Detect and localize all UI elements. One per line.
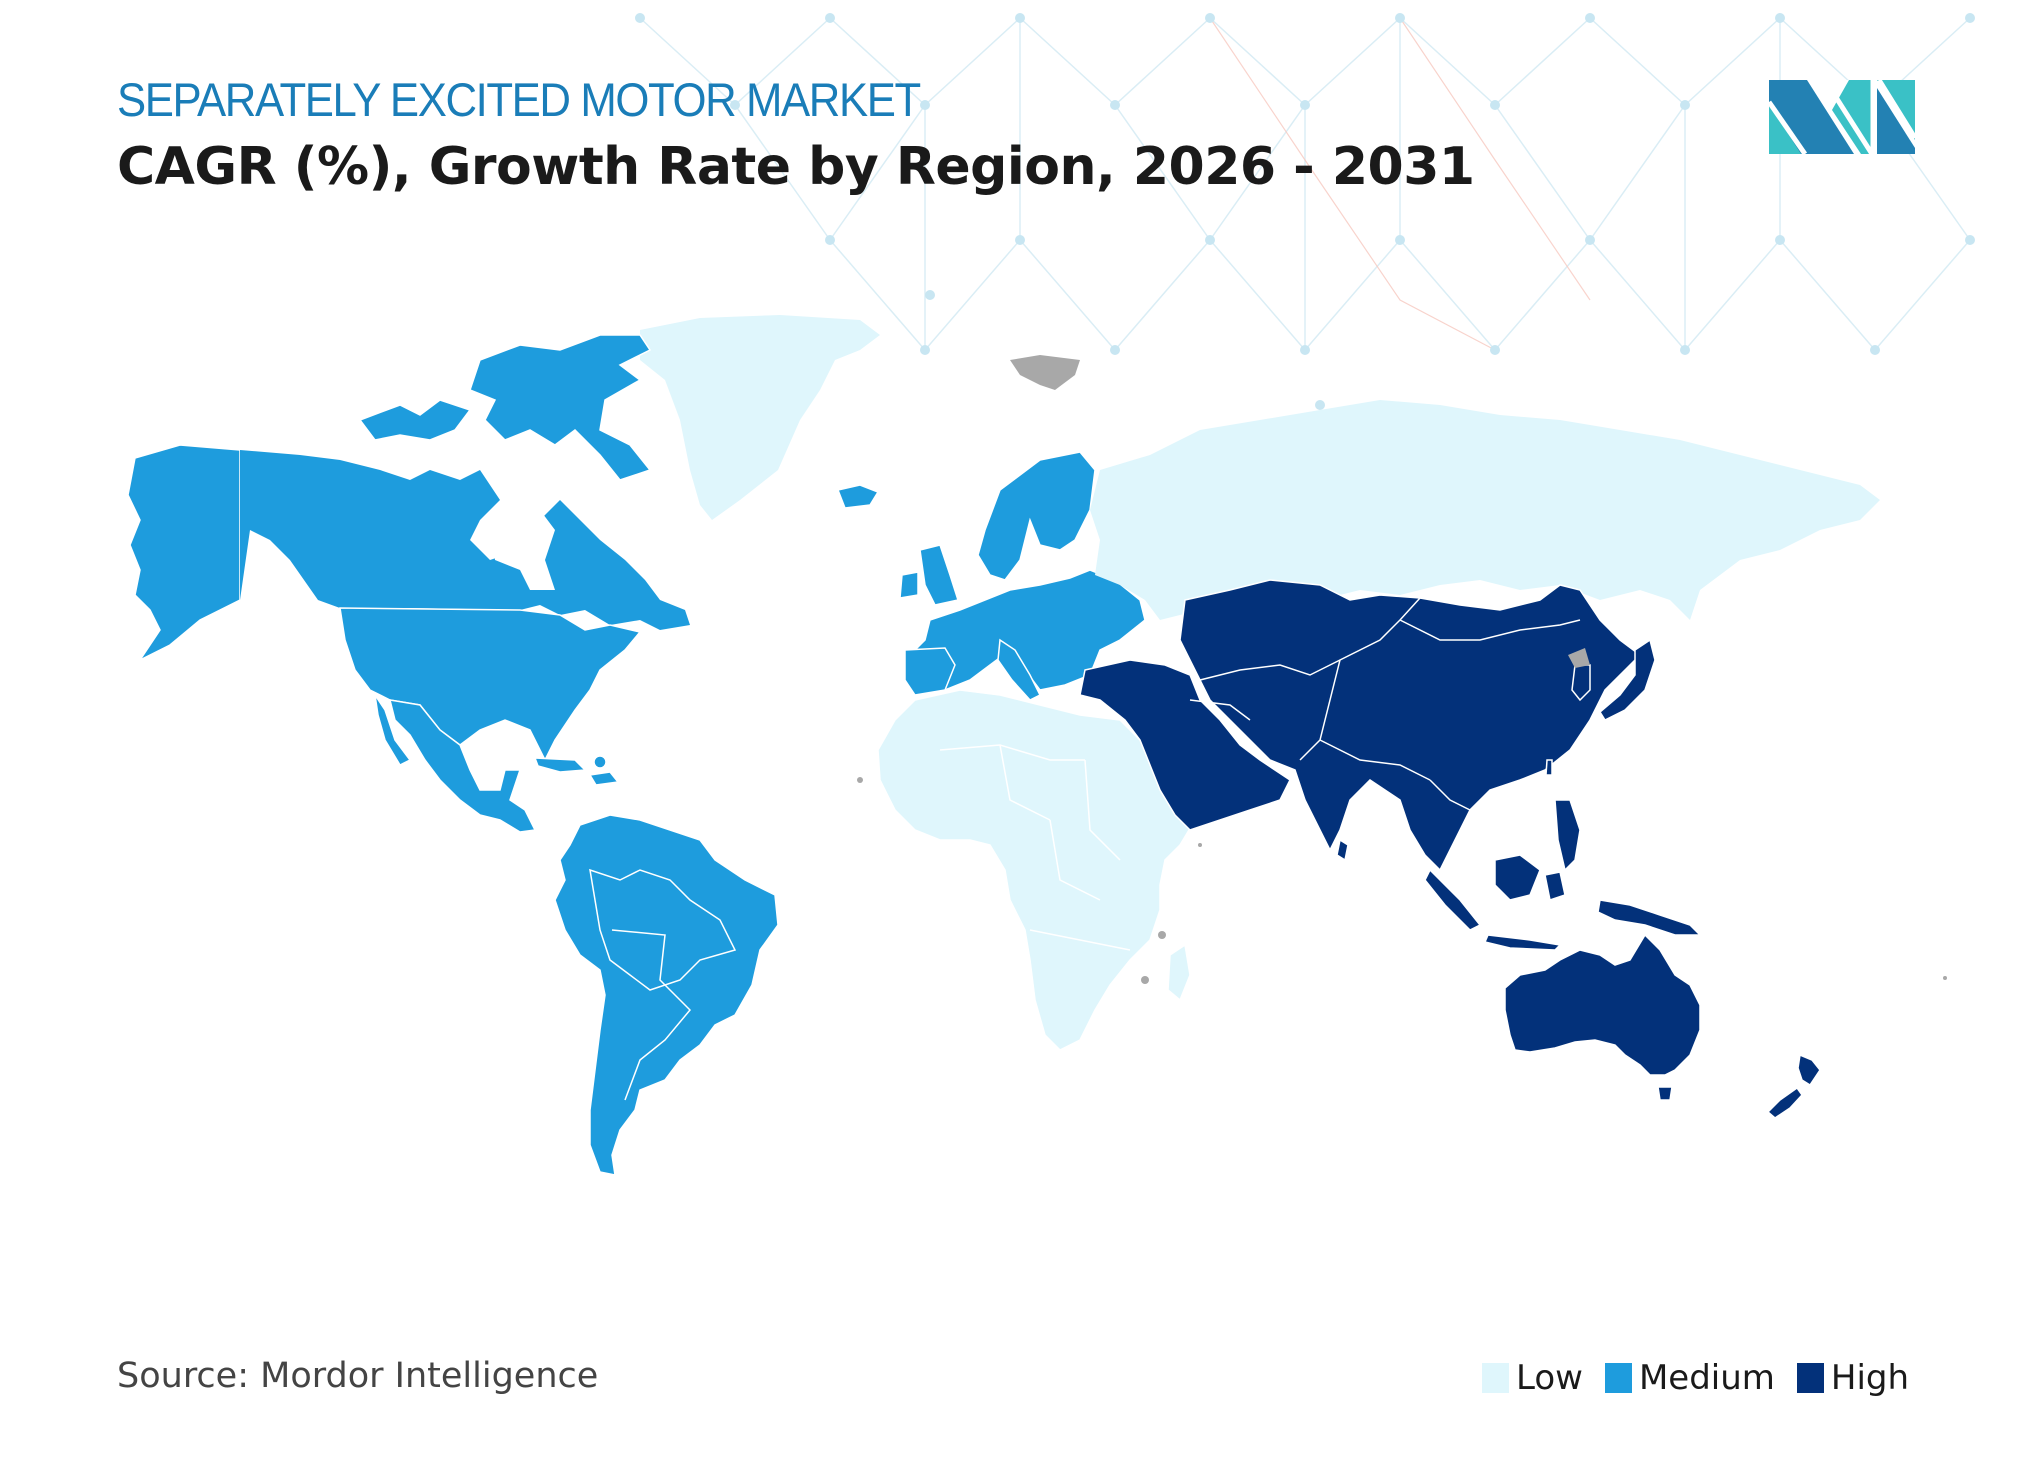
legend-swatch-high — [1796, 1363, 1824, 1393]
mordor-intelligence-logo-icon — [1769, 80, 1915, 154]
chart-header: SEPARATELY EXCITED MOTOR MARKET CAGR (%)… — [117, 74, 1475, 198]
region-africa[interactable] — [877, 689, 1196, 1051]
region-russia[interactable] — [1090, 400, 1880, 620]
chart-title: CAGR (%), Growth Rate by Region, 2026 - … — [117, 137, 1475, 197]
legend-label-low: Low — [1516, 1358, 1583, 1398]
region-north-korea-no-data — [1568, 648, 1590, 668]
region-greenland[interactable] — [640, 315, 880, 520]
asia-country-borders — [1189, 597, 1581, 811]
legend-swatch-low — [1482, 1363, 1509, 1393]
legend-item-medium: Medium — [1604, 1358, 1775, 1398]
legend-item-low: Low — [1482, 1358, 1583, 1398]
region-europe[interactable] — [836, 451, 1146, 701]
region-svalbard-no-data — [1010, 355, 1080, 390]
legend-label-high: High — [1830, 1358, 1910, 1398]
chart-subtitle: SEPARATELY EXCITED MOTOR MARKET — [117, 73, 921, 126]
source-credit: Source: Mordor Intelligence — [117, 1356, 599, 1396]
region-south-america[interactable] — [554, 814, 779, 1176]
legend-swatch-medium — [1604, 1363, 1632, 1393]
legend-item-high: High — [1796, 1358, 1910, 1398]
map-legend: Low Medium High — [1482, 1358, 1909, 1398]
no-data-islands — [857, 777, 1947, 984]
region-north-america[interactable] — [127, 334, 690, 833]
legend-label-medium: Medium — [1638, 1358, 1775, 1398]
region-asia-pacific[interactable] — [1079, 579, 1821, 1119]
